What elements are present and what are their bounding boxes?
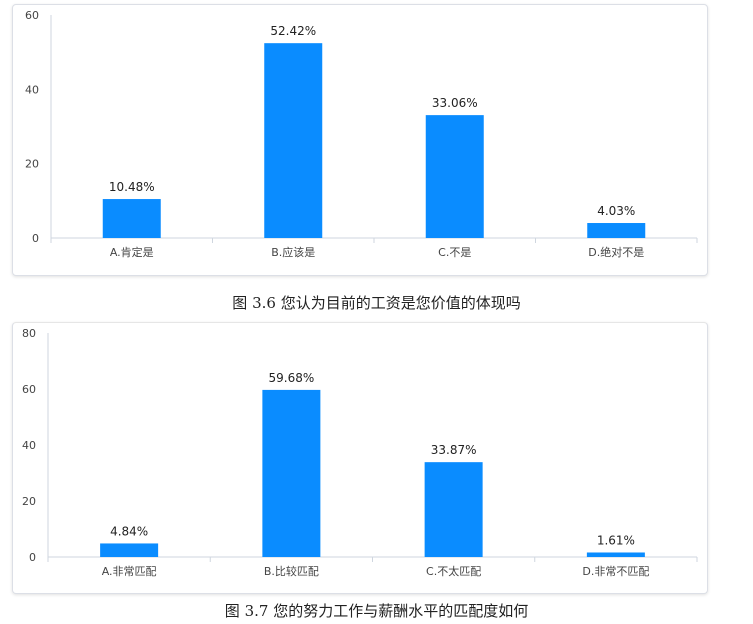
y-tick-label: 80 bbox=[22, 327, 36, 340]
y-tick-label: 40 bbox=[22, 439, 36, 452]
y-tick-label: 0 bbox=[29, 551, 36, 564]
x-category-label: B.比较匹配 bbox=[264, 564, 319, 578]
bar bbox=[264, 43, 323, 238]
bar bbox=[586, 552, 645, 557]
bar bbox=[425, 115, 484, 238]
x-category-label: A.肯定是 bbox=[110, 245, 154, 259]
data-label: 4.84% bbox=[110, 524, 148, 538]
x-category-label: B.应该是 bbox=[271, 245, 315, 259]
figure-caption-1: 图 3.6 您认为目前的工资是您价值的体现吗 bbox=[232, 294, 521, 312]
data-label: 33.06% bbox=[432, 96, 478, 110]
data-label: 33.87% bbox=[431, 443, 477, 457]
data-label: 52.42% bbox=[270, 24, 316, 38]
data-label: 59.68% bbox=[268, 371, 314, 385]
bar bbox=[102, 199, 161, 238]
y-tick-label: 60 bbox=[25, 9, 39, 22]
bar bbox=[587, 223, 646, 238]
y-tick-label: 20 bbox=[22, 495, 36, 508]
figure-caption-2: 图 3.7 您的努力工作与薪酬水平的匹配度如何 bbox=[224, 602, 529, 620]
x-category-label: C.不太匹配 bbox=[426, 565, 481, 578]
x-category-label: C.不是 bbox=[438, 246, 471, 259]
data-label: 10.48% bbox=[109, 180, 155, 194]
y-tick-label: 40 bbox=[25, 83, 39, 96]
bar bbox=[424, 462, 483, 557]
y-tick-label: 0 bbox=[32, 232, 39, 245]
data-label: 1.61% bbox=[597, 533, 635, 547]
x-category-label: D.绝对不是 bbox=[588, 245, 644, 259]
y-tick-label: 20 bbox=[25, 158, 39, 171]
data-label: 4.03% bbox=[597, 204, 635, 218]
x-category-label: D.非常不匹配 bbox=[582, 565, 649, 578]
bar bbox=[262, 389, 321, 557]
y-tick-label: 60 bbox=[22, 383, 36, 396]
x-category-label: A.非常匹配 bbox=[102, 565, 157, 578]
bar bbox=[100, 543, 159, 557]
